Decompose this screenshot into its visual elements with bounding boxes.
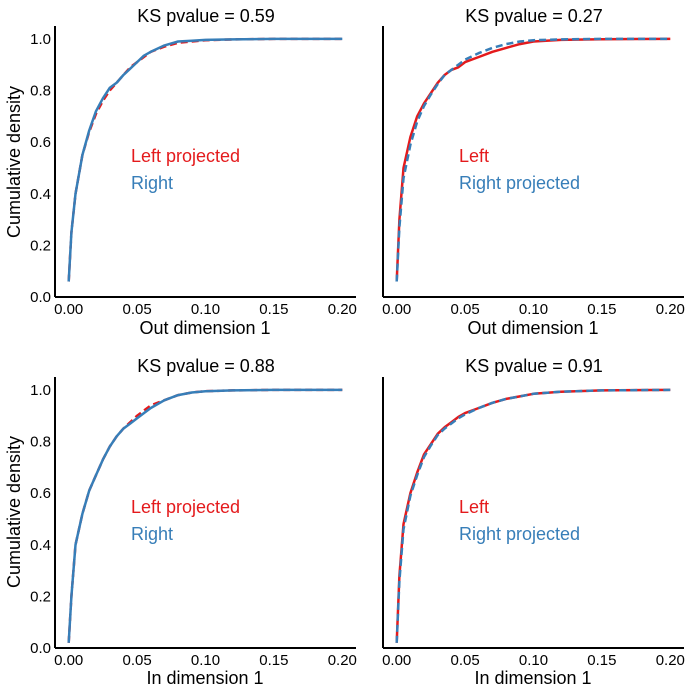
legend-label-1: Left (459, 497, 489, 517)
y-tick-label: 0.4 (30, 537, 51, 554)
legend-label-1: Left projected (131, 497, 240, 517)
x-tick-label: 0.10 (519, 301, 548, 318)
x-tick-label: 0.05 (122, 301, 151, 318)
y-axis-label: Cumulative density (4, 86, 24, 238)
x-tick-label: 0.10 (519, 652, 548, 669)
y-tick-label: 0.0 (30, 640, 51, 657)
x-tick-label: 0.15 (587, 301, 616, 318)
panel-title: KS pvalue = 0.91 (465, 356, 603, 376)
plot-area: 0.00 0.05 0.10 0.15 0.20 0.0 0.2 0.4 0.6 0.8 1.0 (30, 26, 357, 318)
x-tick-label: 0.05 (122, 652, 151, 669)
x-tick-label: 0.05 (450, 301, 479, 318)
x-tick-label: 0.20 (656, 301, 685, 318)
x-tick-label: 0.20 (328, 301, 357, 318)
y-axis-label: Cumulative density (4, 436, 24, 588)
x-tick-label: 0.00 (54, 301, 83, 318)
x-axis-label: Out dimension 1 (139, 318, 270, 338)
x-tick-label: 0.15 (587, 652, 616, 669)
series-line-right (67, 37, 343, 282)
panel-top-left: KS pvalue = 0.59 Cumulative density Out … (4, 6, 357, 338)
panel-top-right: KS pvalue = 0.27 Out dimension 1 0.00 0.0… (382, 6, 685, 338)
y-tick-label: 0.2 (30, 237, 51, 254)
panel-title: KS pvalue = 0.88 (137, 356, 275, 376)
y-tick-label: 1.0 (30, 382, 51, 399)
plot-area: 0.00 0.05 0.10 0.15 0.20 (382, 377, 685, 669)
panel-title: KS pvalue = 0.27 (465, 6, 603, 26)
y-tick-label: 0.6 (30, 134, 51, 151)
x-tick-label: 0.15 (259, 652, 288, 669)
series-line-left (395, 388, 671, 643)
y-tick-label: 1.0 (30, 31, 51, 48)
legend-label-1: Left (459, 146, 489, 166)
series-line-right-projected (395, 388, 671, 643)
series-line-right (67, 388, 343, 643)
y-tick-label: 0.0 (30, 289, 51, 306)
x-tick-label: 0.15 (259, 301, 288, 318)
x-tick-label: 0.10 (191, 652, 220, 669)
series-line-right-projected (395, 37, 671, 282)
x-tick-label: 0.05 (450, 652, 479, 669)
x-tick-label: 0.10 (191, 301, 220, 318)
x-tick-label: 0.20 (656, 652, 685, 669)
y-tick-label: 0.6 (30, 485, 51, 502)
x-tick-label: 0.20 (328, 652, 357, 669)
plot-area: 0.00 0.05 0.10 0.15 0.20 0.0 0.2 0.4 0.6 0.8 1.0 (30, 377, 357, 669)
y-tick-label: 0.8 (30, 83, 51, 100)
y-tick-label: 0.2 (30, 588, 51, 605)
legend-label-1: Left projected (131, 146, 240, 166)
x-tick-label: 0.00 (54, 652, 83, 669)
y-tick-label: 0.8 (30, 434, 51, 451)
y-tick-label: 0.4 (30, 186, 51, 203)
plot-area: 0.00 0.05 0.10 0.15 0.20 (382, 26, 685, 318)
panel-title: KS pvalue = 0.59 (137, 6, 275, 26)
x-axis-label: In dimension 1 (146, 668, 263, 688)
x-axis-label: Out dimension 1 (467, 318, 598, 338)
legend-label-2: Right (131, 524, 173, 544)
x-tick-label: 0.00 (382, 301, 411, 318)
legend-label-2: Right projected (459, 173, 580, 193)
x-axis-label: In dimension 1 (474, 668, 591, 688)
panel-bottom-right: KS pvalue = 0.91 In dimension 1 0.00 0.05… (382, 356, 685, 688)
panel-bottom-left: KS pvalue = 0.88 Cumulative density In d… (4, 356, 357, 688)
x-tick-label: 0.00 (382, 652, 411, 669)
legend-label-2: Right (131, 173, 173, 193)
series-line-left (395, 37, 671, 282)
legend-label-2: Right projected (459, 524, 580, 544)
